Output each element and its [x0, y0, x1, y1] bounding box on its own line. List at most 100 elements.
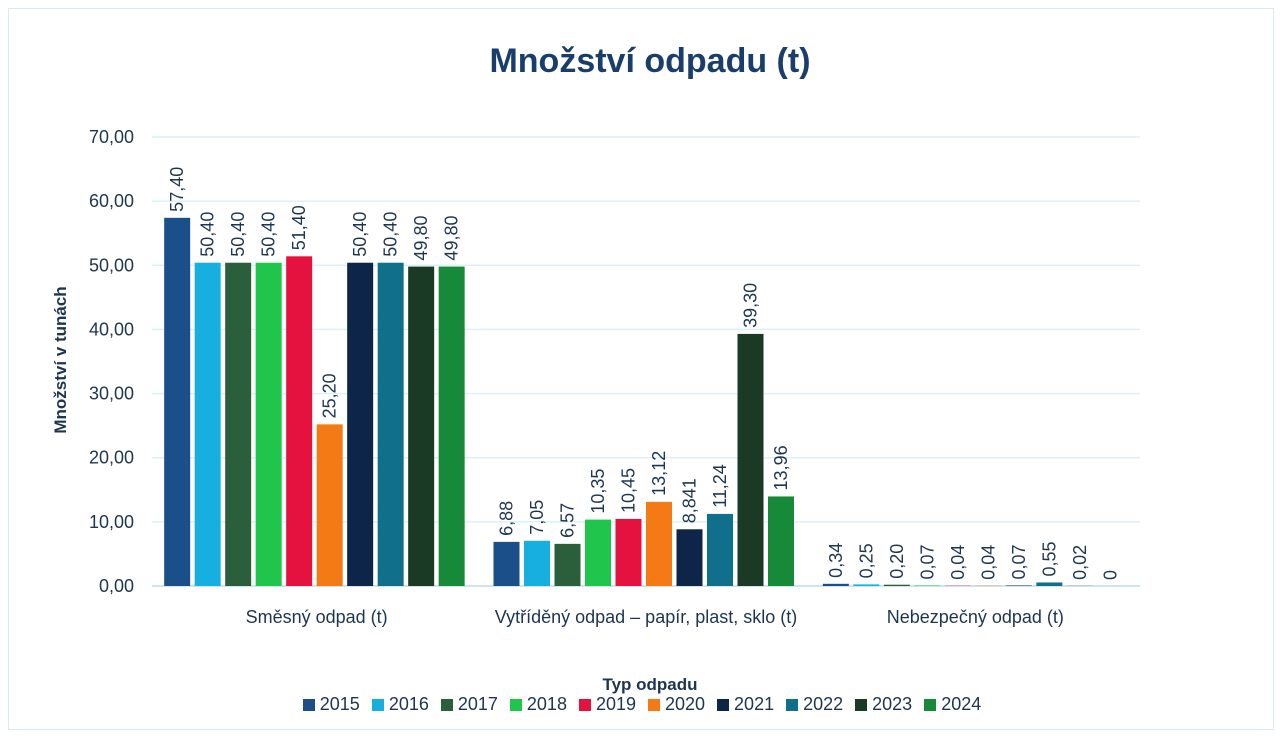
data-label: 13,12	[649, 451, 669, 496]
legend-item: 2019	[578, 694, 636, 715]
data-label: 6,57	[558, 503, 578, 538]
data-label: 0,02	[1070, 545, 1090, 580]
legend-label: 2018	[526, 694, 567, 714]
legend-item: 2017	[440, 694, 498, 715]
data-label: 50,40	[259, 212, 279, 257]
data-label: 8,841	[680, 478, 700, 523]
bar	[646, 501, 672, 586]
data-label: 0,04	[948, 545, 968, 580]
data-label: 13,96	[771, 445, 791, 490]
data-label: 0,07	[917, 545, 937, 580]
legend-label: 2015	[319, 694, 360, 714]
legend-label: 2024	[941, 694, 982, 714]
data-label: 7,05	[527, 500, 547, 535]
legend-swatch	[924, 698, 937, 711]
legend-item: 2018	[509, 694, 567, 715]
bar	[286, 256, 313, 586]
data-label: 0,07	[1009, 545, 1029, 580]
data-label: 0,55	[1039, 541, 1059, 576]
bar	[853, 584, 880, 586]
y-tick-label: 10,00	[89, 512, 134, 532]
legend-item: 2016	[371, 694, 429, 715]
x-tick-label: Nebezpečný odpad (t)	[886, 607, 1064, 627]
bar	[883, 584, 910, 586]
chart-title: Množství odpadu (t)	[489, 42, 810, 80]
x-axis-title: Typ odpadu	[602, 675, 697, 694]
legend-label: 2019	[595, 694, 636, 714]
y-tick-label: 30,00	[89, 384, 134, 404]
bar	[554, 543, 581, 586]
bar	[737, 333, 764, 586]
y-tick-label: 0,00	[99, 576, 134, 596]
chart-frame	[8, 8, 1274, 730]
legend-label: 2020	[665, 694, 706, 714]
bar	[768, 496, 794, 586]
y-tick-label: 60,00	[89, 191, 134, 211]
bar	[676, 529, 703, 586]
data-label: 11,24	[710, 464, 730, 508]
legend-label: 2016	[388, 694, 429, 714]
data-label: 57,40	[167, 167, 187, 212]
data-label: 0,20	[887, 544, 907, 579]
legend-swatch	[302, 698, 315, 711]
bar	[493, 541, 520, 586]
legend-item: 2022	[786, 694, 843, 715]
legend-swatch	[440, 698, 453, 711]
bar	[347, 262, 374, 586]
data-label: 10,45	[619, 468, 639, 513]
bar	[1036, 582, 1063, 586]
bar	[585, 519, 611, 586]
legend-swatch	[578, 698, 591, 711]
legend-label: 2021	[734, 694, 775, 714]
data-label: 39,30	[741, 283, 761, 328]
legend-swatch	[371, 698, 384, 711]
legend-item: 2015	[302, 694, 360, 715]
bar	[438, 266, 465, 586]
legend-label: 2023	[872, 694, 913, 714]
data-label: 51,40	[289, 205, 309, 250]
legend-swatch	[648, 698, 660, 711]
data-label: 50,40	[198, 212, 218, 257]
bar	[255, 262, 282, 586]
legend-item: 2020	[648, 694, 705, 715]
y-tick-label: 50,00	[89, 255, 134, 275]
data-label: 10,35	[588, 469, 608, 514]
legend-swatch	[717, 698, 730, 711]
legend-label: 2022	[803, 694, 844, 714]
data-label: 0	[1100, 570, 1120, 580]
bar	[225, 262, 252, 586]
legend: 2015 2016 2017 2018 2019 2020 2021 2022 2023 2024	[0, 694, 1284, 715]
bar	[194, 262, 221, 586]
data-label: 50,40	[350, 212, 370, 257]
y-tick-label: 20,00	[89, 448, 134, 468]
x-tick-label: Vytříděný odpad – papír, plast, sklo (t)	[494, 607, 798, 627]
legend-item: 2023	[855, 694, 912, 715]
data-label: 50,40	[381, 212, 401, 257]
data-label: 0,04	[978, 545, 998, 580]
x-tick-label: Směsný odpad (t)	[245, 607, 388, 627]
bar	[707, 513, 733, 586]
y-axis-title: Množství v tunách	[51, 286, 70, 433]
legend-swatch	[786, 698, 799, 711]
data-label: 49,80	[442, 216, 462, 261]
bar	[524, 540, 550, 586]
bar	[377, 262, 404, 586]
legend-swatch	[509, 698, 522, 711]
data-label: 50,40	[228, 212, 248, 257]
bar	[316, 424, 343, 586]
bar	[164, 217, 191, 586]
bar	[822, 583, 849, 586]
y-tick-label: 70,00	[89, 127, 134, 147]
y-tick-label: 40,00	[89, 319, 134, 339]
data-label: 6,88	[497, 501, 517, 536]
bar	[615, 518, 642, 586]
data-label: 25,20	[320, 373, 340, 418]
legend-swatch	[855, 698, 868, 711]
bar	[408, 266, 435, 586]
data-label: 49,80	[411, 216, 431, 261]
legend-item: 2021	[717, 694, 774, 715]
data-label: 0,34	[826, 543, 846, 578]
data-label: 0,25	[856, 543, 876, 578]
